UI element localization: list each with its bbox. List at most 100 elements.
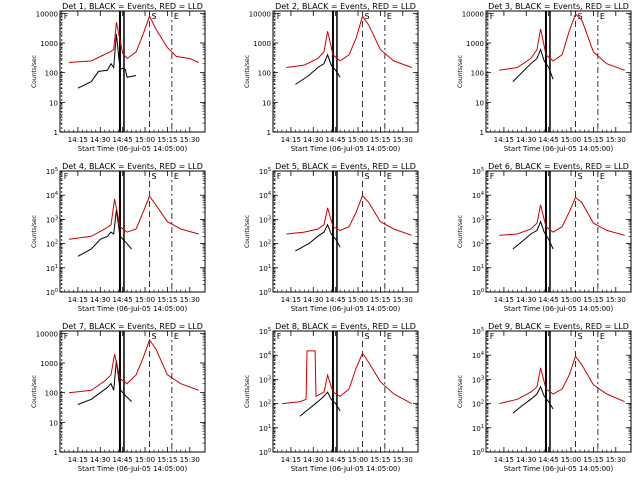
- y-axis-label: Counts/sec: [457, 215, 464, 248]
- x-tick-label: 15:15: [370, 456, 390, 464]
- y-tick-label: 101: [46, 264, 58, 273]
- x-tick-label: 15:00: [561, 296, 581, 304]
- x-axis-label: Start Time (06-Jul-05 14:05:00): [504, 465, 614, 473]
- y-tick-label: 103: [472, 215, 484, 224]
- y-tick-label: 1: [54, 449, 58, 457]
- x-tick-label: 14:15: [68, 296, 88, 304]
- event-marker-label: S: [152, 12, 157, 21]
- x-axis-label: Start Time (06-Jul-05 14:05:00): [291, 465, 401, 473]
- y-axis-label: Counts/sec: [244, 215, 251, 248]
- lld-series-line: [286, 194, 412, 236]
- lld-series-line: [499, 196, 625, 236]
- events-series-line: [512, 385, 554, 414]
- x-tick-label: 15:00: [135, 136, 155, 144]
- y-axis-label: Counts/sec: [31, 215, 38, 248]
- events-series-line: [512, 48, 554, 82]
- y-tick-label: 100: [472, 448, 484, 457]
- y-tick-label: 10: [475, 99, 484, 107]
- y-tick-label: 104: [472, 191, 484, 200]
- x-tick-label: 15:30: [393, 456, 413, 464]
- y-tick-label: 105: [472, 167, 484, 176]
- panel-title: Det 7, BLACK = Events, RED = LLD: [62, 322, 203, 331]
- event-marker-label: F: [277, 332, 282, 341]
- y-axis-label: Counts/sec: [31, 55, 38, 88]
- y-tick-label: 105: [46, 167, 58, 176]
- detector-panel-2: Det 2, BLACK = Events, RED = LLD 1 10 100 10…: [244, 2, 419, 153]
- event-marker-label: E: [174, 12, 179, 21]
- y-tick-label: 10: [49, 419, 58, 427]
- x-axis-label: Start Time (06-Jul-05 14:05:00): [504, 305, 614, 313]
- y-tick-label: 104: [259, 191, 271, 200]
- panel-title: Det 1, BLACK = Events, RED = LLD: [62, 2, 203, 11]
- panel-title: Det 2, BLACK = Events, RED = LLD: [275, 2, 416, 11]
- events-series-line: [77, 34, 137, 89]
- event-marker-label: S: [365, 12, 370, 21]
- events-series-line: [77, 209, 132, 257]
- x-tick-label: 14:30: [516, 296, 536, 304]
- y-axis-label: Counts/sec: [244, 375, 251, 408]
- y-tick-label: 1000: [40, 360, 58, 368]
- plot-frame: [485, 170, 632, 293]
- events-series-line: [77, 360, 132, 405]
- x-tick-label: 14:30: [516, 456, 536, 464]
- events-series-line: [512, 220, 554, 250]
- x-tick-label: 15:15: [370, 136, 390, 144]
- y-tick-label: 102: [46, 240, 58, 249]
- x-tick-label: 15:00: [348, 136, 368, 144]
- event-marker-label: S: [152, 172, 157, 181]
- y-tick-label: 101: [259, 424, 271, 433]
- event-marker-label: E: [174, 332, 179, 341]
- x-axis-label: Start Time (06-Jul-05 14:05:00): [291, 305, 401, 313]
- x-tick-label: 14:15: [494, 296, 514, 304]
- x-tick-label: 15:00: [561, 456, 581, 464]
- x-tick-label: 15:15: [583, 136, 603, 144]
- x-tick-label: 14:15: [494, 136, 514, 144]
- detector-panel-3: Det 3, BLACK = Events, RED = LLD 1 10 100 10…: [457, 2, 632, 153]
- event-marker-label: E: [387, 172, 392, 181]
- y-tick-label: 101: [472, 264, 484, 273]
- y-tick-label: 100: [472, 288, 484, 297]
- y-tick-label: 101: [472, 424, 484, 433]
- x-tick-label: 15:30: [180, 456, 200, 464]
- x-tick-label: 14:30: [90, 136, 110, 144]
- event-marker-label: S: [578, 172, 583, 181]
- x-tick-label: 14:30: [90, 296, 110, 304]
- plot-frame: [272, 330, 419, 453]
- x-tick-label: 15:30: [180, 136, 200, 144]
- x-tick-label: 15:15: [157, 136, 177, 144]
- x-tick-label: 15:00: [135, 296, 155, 304]
- x-tick-label: 15:00: [561, 136, 581, 144]
- event-marker-label: S: [578, 332, 583, 341]
- x-axis-label: Start Time (06-Jul-05 14:05:00): [78, 145, 188, 153]
- event-marker-label: S: [365, 332, 370, 341]
- x-tick-label: 14:30: [90, 456, 110, 464]
- x-tick-label: 14:15: [281, 456, 301, 464]
- event-marker-label: S: [578, 12, 583, 21]
- panel-title: Det 5, BLACK = Events, RED = LLD: [275, 162, 416, 171]
- y-tick-label: 10000: [36, 10, 58, 18]
- y-tick-label: 1: [480, 129, 484, 137]
- x-tick-label: 15:30: [393, 296, 413, 304]
- y-tick-label: 104: [259, 351, 271, 360]
- y-axis-label: Counts/sec: [31, 375, 38, 408]
- x-tick-label: 15:30: [606, 456, 626, 464]
- detector-panel-5: Det 5, BLACK = Events, RED = LLD 100 101 10…: [244, 162, 419, 313]
- x-tick-label: 14:15: [494, 456, 514, 464]
- y-tick-label: 10: [49, 99, 58, 107]
- x-tick-label: 15:00: [135, 456, 155, 464]
- plot-frame: [59, 10, 206, 133]
- y-tick-label: 103: [472, 375, 484, 384]
- x-tick-label: 14:30: [303, 296, 323, 304]
- panel-title: Det 4, BLACK = Events, RED = LLD: [62, 162, 203, 171]
- y-tick-label: 103: [46, 215, 58, 224]
- event-marker-label: E: [387, 12, 392, 21]
- y-tick-label: 10000: [462, 10, 484, 18]
- y-tick-label: 10: [262, 99, 271, 107]
- y-axis-label: Counts/sec: [457, 55, 464, 88]
- x-axis-label: Start Time (06-Jul-05 14:05:00): [78, 465, 188, 473]
- y-tick-label: 100: [45, 70, 58, 78]
- event-marker-label: E: [174, 172, 179, 181]
- panel-title: Det 8, BLACK = Events, RED = LLD: [275, 322, 416, 331]
- x-tick-label: 14:15: [281, 136, 301, 144]
